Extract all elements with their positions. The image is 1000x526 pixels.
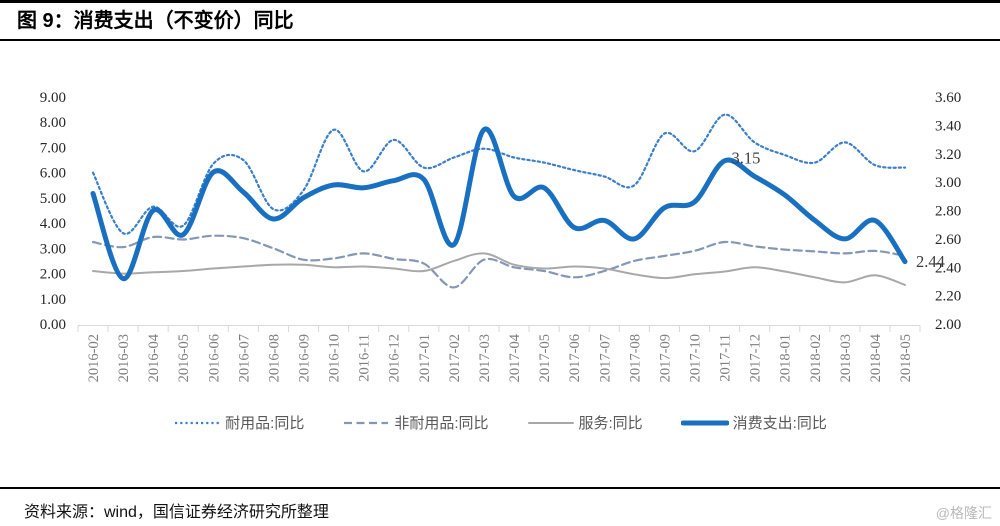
series-line-1 — [91, 234, 907, 289]
legend-label: 耐用品:同比 — [225, 415, 305, 432]
x-axis-label: 2018-04 — [868, 333, 884, 382]
x-axis-label: 2017-03 — [477, 334, 493, 382]
x-axis-label: 2017-10 — [687, 334, 703, 382]
x-axis-label: 2017-02 — [447, 334, 463, 382]
chart-svg: 9.00 8.00 7.00 6.00 5.00 4.00 3.00 2.00 1.00 0.00… — [40, 90, 962, 382]
right-axis-tick-label: 3.60 — [935, 90, 961, 106]
right-axis-tick-label: 2.40 — [935, 260, 961, 276]
x-axis-label: 2016-04 — [146, 333, 162, 382]
watermark: @格隆汇 — [935, 505, 992, 521]
x-axis-label: 2016-05 — [176, 334, 192, 382]
x-axis-label: 2017-11 — [718, 334, 734, 382]
left-axis-tick-label: 8.00 — [40, 115, 66, 131]
x-axis-label: 2018-01 — [778, 334, 794, 382]
x-axis-label: 2016-10 — [327, 334, 343, 382]
right-axis-tick-label: 2.80 — [935, 204, 961, 220]
legend-item-3: 消费支出:同比 — [680, 412, 827, 433]
left-axis-tick-label: 0.00 — [40, 317, 66, 333]
legend-label: 消费支出:同比 — [732, 415, 827, 432]
series-line-0 — [91, 113, 907, 235]
left-axis-tick-label: 2.00 — [40, 267, 66, 283]
legend-label: 服务:同比 — [578, 415, 643, 432]
series-line-2 — [92, 252, 906, 286]
legend-marker-solid — [680, 420, 729, 425]
right-axis-tick-label: 2.60 — [935, 232, 961, 248]
right-axis-tick-label: 3.20 — [935, 147, 961, 163]
chart-area: 9.00 8.00 7.00 6.00 5.00 4.00 3.00 2.00 1.00 0.00… — [0, 60, 1000, 410]
legend-marker-solid — [527, 421, 574, 424]
x-axis-label: 2018-03 — [838, 334, 854, 382]
right-axis-tick-label: 3.40 — [935, 118, 961, 134]
x-axis-label: 2017-05 — [537, 334, 553, 382]
left-axis-tick-label: 4.00 — [40, 216, 66, 232]
left-axis-tick-label: 6.00 — [40, 166, 66, 182]
x-axis-label: 2018-05 — [898, 334, 914, 382]
x-axis-label: 2017-04 — [507, 333, 523, 382]
left-axis-tick-label: 3.00 — [40, 241, 66, 257]
x-axis-label: 2017-08 — [627, 334, 643, 382]
source-text: 资料来源：wind，国信证券经济研究所整理 — [24, 504, 329, 521]
x-axis-label: 2016-03 — [116, 334, 132, 382]
x-axis-label: 2018-02 — [808, 334, 824, 382]
x-axis-label: 2017-06 — [567, 334, 583, 382]
figure-title: 图 9：消费支出（不变价）同比 — [0, 0, 1000, 41]
data-label: 3.15 — [732, 148, 761, 167]
x-axis-label: 2017-01 — [417, 334, 433, 382]
legend-item-1: 非耐用品:同比 — [342, 412, 489, 433]
x-axis-label: 2017-07 — [597, 334, 613, 382]
data-label: 2.44 — [916, 252, 945, 271]
legend-marker-dashed — [344, 421, 389, 424]
legend-item-0: 耐用品:同比 — [173, 412, 304, 433]
legend-marker-dotted — [175, 421, 220, 424]
legend-label: 非耐用品:同比 — [394, 415, 489, 432]
x-axis-label: 2017-09 — [657, 334, 673, 382]
chart-legend: 耐用品:同比 非耐用品:同比 服务:同比 消费支出:同比 — [0, 412, 1000, 433]
x-axis-label: 2016-07 — [236, 334, 252, 382]
left-axis-tick-label: 5.00 — [40, 191, 66, 207]
x-axis-label: 2016-06 — [206, 334, 222, 382]
right-axis-tick-label: 2.20 — [935, 289, 961, 305]
left-axis-tick-label: 7.00 — [40, 140, 66, 156]
right-axis-tick-label: 3.00 — [935, 175, 961, 191]
x-axis-label: 2016-09 — [297, 334, 313, 382]
left-axis-tick-label: 9.00 — [40, 90, 66, 106]
x-axis-label: 2016-12 — [387, 334, 403, 382]
series-line-3 — [90, 126, 908, 282]
x-axis-label: 2016-11 — [357, 334, 373, 382]
source-note: 资料来源：wind，国信证券经济研究所整理 — [0, 487, 1000, 522]
right-axis-tick-label: 2.00 — [935, 317, 961, 333]
x-axis-label: 2017-12 — [748, 334, 764, 382]
x-axis-label: 2016-02 — [86, 334, 102, 382]
left-axis-tick-label: 1.00 — [40, 292, 66, 308]
legend-item-2: 服务:同比 — [527, 412, 643, 433]
x-axis-label: 2016-08 — [266, 334, 282, 382]
